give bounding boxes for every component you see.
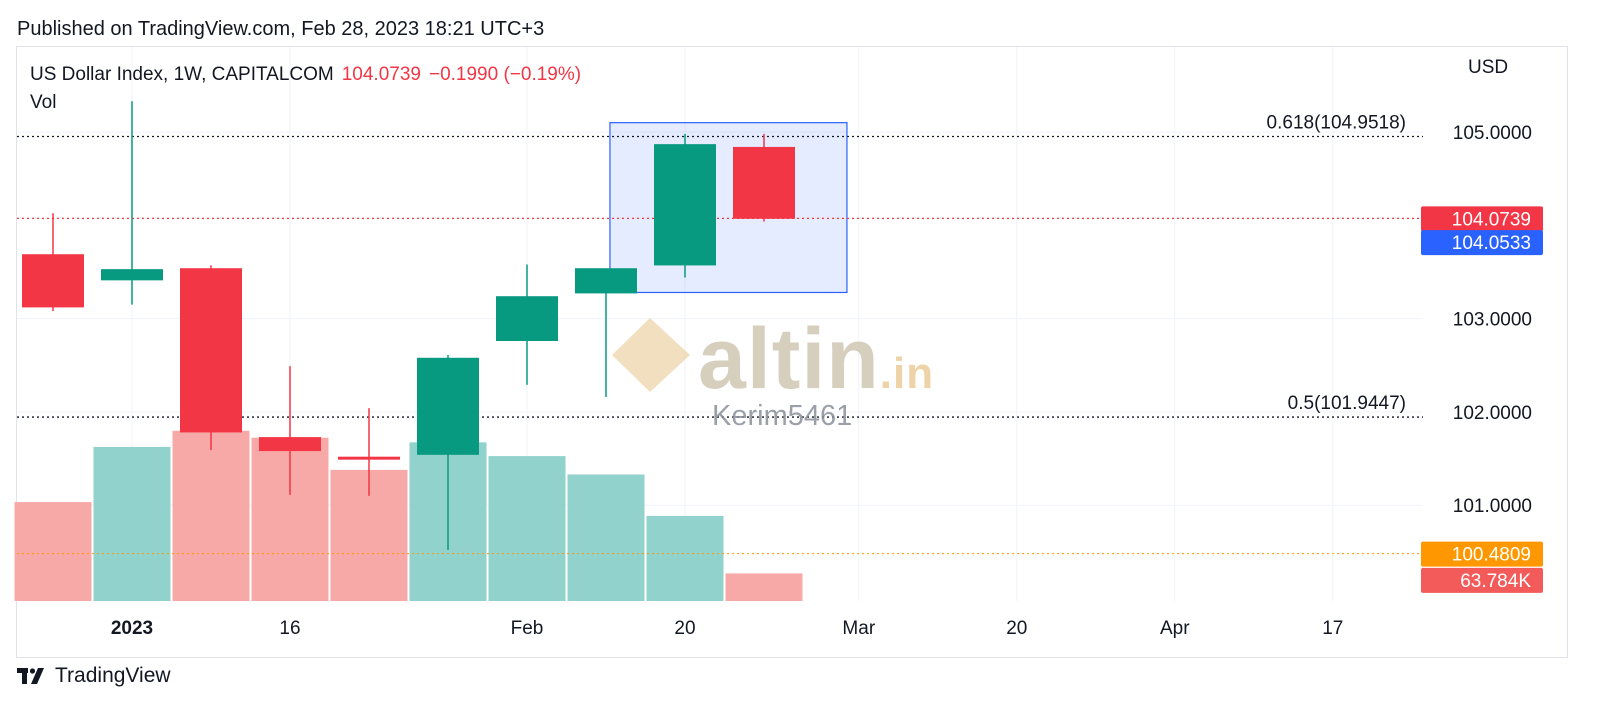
candle-body[interactable]: [654, 144, 716, 266]
watermark-diamond-icon: [612, 318, 690, 392]
currency-label: USD: [1468, 57, 1509, 78]
volume-legend[interactable]: Vol: [30, 92, 57, 113]
candle-body[interactable]: [733, 146, 795, 219]
price-axis-badge: [1421, 567, 1543, 593]
price-axis-badge-label: 104.0739: [1452, 209, 1531, 230]
volume-bar[interactable]: [567, 474, 645, 602]
candle-body[interactable]: [101, 269, 163, 281]
y-axis-tick-label: 103.0000: [1453, 310, 1532, 331]
last-price: 104.0739: [341, 64, 421, 85]
symbol-name[interactable]: US Dollar Index, 1W, CAPITALCOM: [30, 64, 334, 85]
x-axis-tick-label: Apr: [1160, 618, 1190, 639]
tradingview-logo-icon: [17, 668, 44, 684]
x-axis-tick-label: 16: [279, 618, 300, 639]
y-axis-tick-label: 102.0000: [1453, 403, 1532, 424]
volume-bar[interactable]: [646, 515, 724, 601]
candle-body[interactable]: [575, 268, 637, 294]
watermark-logo: altin.in: [698, 311, 935, 407]
watermark-username: Kerim5461: [712, 400, 853, 432]
price-axis-badge: [1421, 206, 1543, 232]
candle-body[interactable]: [259, 437, 321, 452]
volume-bar[interactable]: [725, 573, 803, 601]
x-axis-tick-label: Feb: [511, 618, 544, 639]
brand-name: TradingView: [55, 664, 171, 687]
fib-level-label: 0.618(104.9518): [1267, 112, 1406, 133]
chart-frame: [16, 46, 1568, 658]
volume-bar[interactable]: [14, 502, 92, 601]
volume-bar[interactable]: [93, 446, 171, 601]
candle-body[interactable]: [417, 357, 479, 455]
x-axis-tick-label: 20: [674, 618, 695, 639]
rectangle-drawing[interactable]: [609, 122, 848, 294]
candle-body[interactable]: [22, 254, 84, 308]
price-axis-badge: [1421, 541, 1543, 567]
candle-body[interactable]: [180, 268, 242, 433]
volume-bar[interactable]: [488, 456, 566, 601]
price-change: −0.1990 (−0.19%): [428, 64, 582, 85]
price-axis-badge-label: 104.0533: [1452, 233, 1531, 254]
y-axis-tick-label: 105.0000: [1453, 123, 1532, 144]
symbol-legend[interactable]: US Dollar Index, 1W, CAPITALCOM 104.0739−…: [30, 64, 581, 86]
y-axis-tick-label: 101.0000: [1453, 496, 1532, 517]
published-caption: Published on TradingView.com, Feb 28, 20…: [17, 18, 545, 40]
candle-body[interactable]: [496, 296, 558, 341]
x-axis-tick-label: 17: [1322, 618, 1343, 639]
price-axis-badge: [1421, 230, 1543, 256]
x-axis-tick-label: Mar: [842, 618, 875, 639]
price-axis-badge-label: 100.4809: [1452, 545, 1531, 566]
tradingview-brand[interactable]: TradingView: [17, 664, 171, 688]
volume-bar[interactable]: [172, 430, 250, 601]
x-axis-tick-label: 20: [1006, 618, 1027, 639]
candle-body[interactable]: [338, 456, 400, 460]
fib-level-label: 0.5(101.9447): [1288, 393, 1406, 414]
x-axis-tick-label: 2023: [111, 618, 153, 639]
price-axis-badge-label: 63.784K: [1460, 571, 1531, 592]
